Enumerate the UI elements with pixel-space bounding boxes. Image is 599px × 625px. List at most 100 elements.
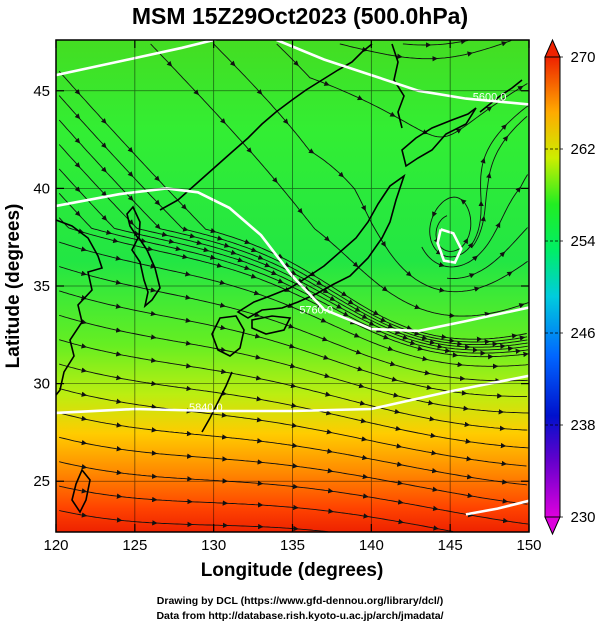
streamline-arrow: [115, 255, 122, 261]
streamline-arrow: [409, 340, 416, 346]
colorbar-bottom-triangle: [544, 516, 561, 536]
streamline-arrow: [216, 262, 223, 268]
streamline-arrow: [154, 223, 161, 230]
streamline-arrow: [357, 366, 364, 372]
streamline-arrow: [217, 235, 223, 241]
y-axis-label: Latitude (degrees): [3, 204, 24, 369]
streamline-arrow: [105, 229, 112, 235]
streamline-arrow: [358, 383, 365, 389]
streamline-arrow: [394, 408, 401, 415]
coast-honshu: [236, 173, 406, 319]
streamline-arrow: [341, 291, 348, 297]
streamline-arrow: [80, 319, 87, 325]
streamline-arrow: [414, 304, 421, 310]
streamline-arrow: [181, 203, 187, 210]
colorbar-tick-label: 230: [570, 509, 595, 526]
streamline-arrow: [518, 303, 525, 309]
streamline-arrow: [219, 279, 226, 285]
streamline-arrow: [115, 279, 122, 285]
y-tick-label: 45: [33, 83, 50, 100]
streamline-arrow: [101, 214, 108, 221]
streamline-arrow: [182, 253, 188, 260]
streamline-arrow: [380, 240, 386, 247]
streamline-arrow: [140, 238, 147, 244]
streamline-arrow: [74, 186, 81, 193]
streamline-arrow: [100, 118, 107, 124]
streamline-arrow: [255, 375, 262, 381]
streamline: [402, 40, 469, 46]
streamline-arrow: [203, 247, 210, 253]
map-title: MSM 15Z29Oct2023 (500.0hPa): [132, 3, 468, 29]
streamline-arrow: [506, 271, 513, 277]
streamline-arrow: [78, 228, 85, 234]
streamline-arrow: [230, 249, 237, 255]
streamline-arrow: [324, 235, 330, 242]
streamline-arrow: [325, 410, 332, 416]
x-tick-label: 140: [359, 537, 384, 554]
streamline-arrow: [495, 222, 501, 229]
x-tick-label: 135: [280, 537, 305, 554]
coast-ryukyu: [201, 371, 233, 433]
streamline-arrow: [161, 231, 168, 237]
contour-line: [56, 187, 529, 333]
streamline-arrow: [74, 137, 81, 144]
streamline-arrow: [375, 327, 382, 333]
streamline-arrow: [389, 361, 396, 367]
y-axis-ticks: 25 30 35 40 45: [33, 83, 529, 490]
streamline-arrow: [219, 302, 226, 308]
streamline-arrow: [387, 323, 394, 329]
streamline: [58, 217, 529, 358]
streamline: [58, 119, 528, 346]
streamline-arrow: [246, 147, 252, 154]
streamline-arrow: [154, 199, 161, 206]
streamline-arrow: [229, 60, 236, 67]
streamline-arrow: [383, 334, 390, 340]
coast-kurils: [479, 79, 523, 113]
streamline-arrow: [308, 148, 315, 154]
coast-taiwan: [71, 468, 91, 514]
streamline-arrow: [150, 287, 157, 293]
streamline-arrow: [80, 246, 87, 252]
streamline-arrow: [270, 270, 278, 276]
streamline-arrow: [502, 135, 509, 142]
streamline-arrow: [359, 400, 366, 406]
streamline-arrow: [127, 171, 134, 177]
streamline-arrow: [254, 311, 261, 318]
streamline-arrow: [325, 391, 331, 397]
streamline-arrow: [316, 279, 323, 286]
streamline-arrow: [338, 171, 344, 178]
contour-label: 5760.0: [299, 304, 333, 316]
streamline-arrow: [283, 261, 291, 267]
streamline-arrow: [467, 242, 473, 249]
contour-line: [56, 40, 220, 77]
coast-shikoku: [251, 315, 292, 335]
streamline-arrow: [223, 242, 230, 248]
streamline-arrow: [81, 439, 88, 446]
streamline-arrow: [277, 253, 284, 259]
y-tick-label: 25: [33, 473, 50, 490]
coastlines: [56, 43, 523, 514]
streamline-arrow: [193, 89, 200, 96]
gridlines: [56, 40, 529, 532]
streamline-arrow: [438, 261, 445, 268]
x-tick-label: 125: [122, 537, 147, 554]
streamline-arrow: [127, 146, 134, 153]
coast-russia: [159, 43, 373, 211]
streamline-arrow: [101, 166, 107, 173]
streamline: [59, 510, 329, 532]
streamline-arrow: [361, 313, 368, 319]
streamline-arrow: [424, 370, 431, 376]
streamline-arrow: [81, 343, 87, 349]
streamline-arrow: [380, 316, 387, 322]
streamline-arrow: [329, 295, 336, 301]
streamline-arrow: [244, 239, 251, 245]
y-tick-label: 30: [33, 376, 50, 393]
streamline-arrow: [429, 339, 436, 345]
y-tick-label: 40: [33, 180, 50, 197]
streamline-arrow: [468, 273, 475, 279]
x-tick-label: 130: [201, 537, 226, 554]
streamline-arrow: [460, 199, 467, 205]
streamline-arrow: [336, 303, 343, 309]
streamline-arrow: [254, 333, 261, 339]
